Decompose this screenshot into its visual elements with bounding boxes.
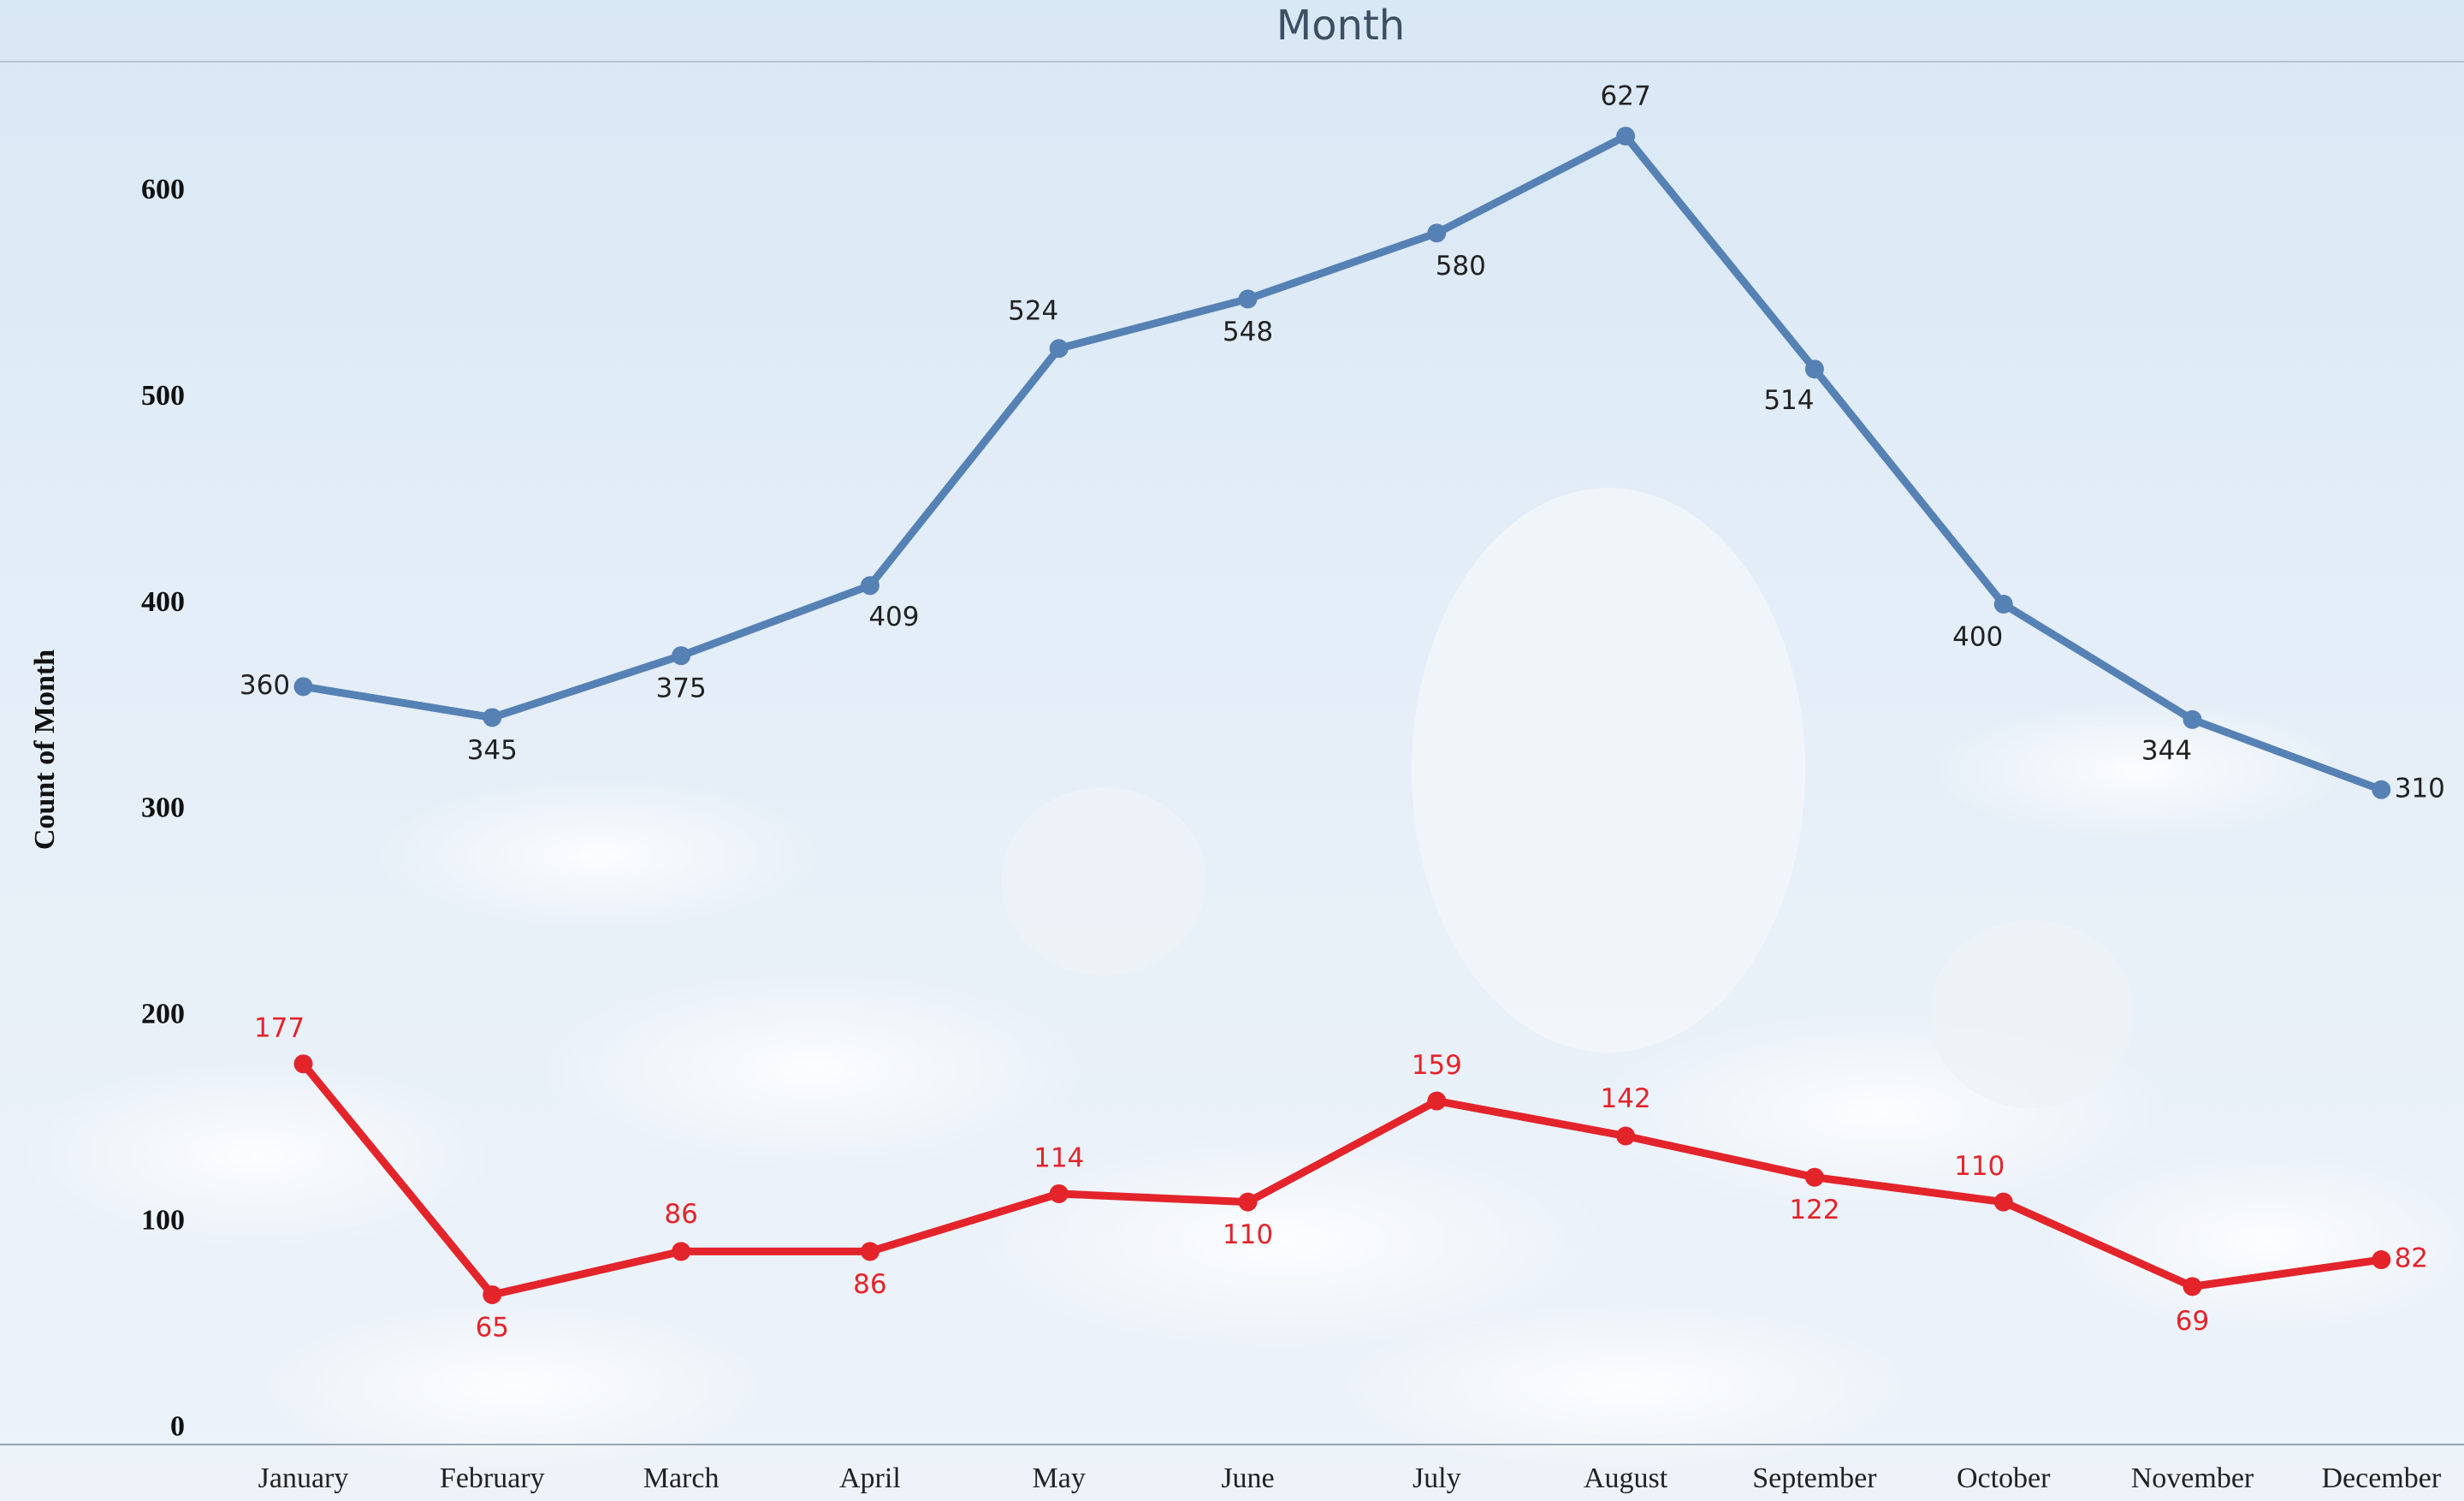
y-tick-label: 200 [141,999,185,1030]
data-label: 142 [1601,1083,1651,1114]
data-label: 344 [2141,735,2192,766]
x-tick-label: March [643,1462,720,1494]
x-tick-label: May [1033,1462,1086,1494]
data-label: 548 [1223,317,1273,347]
data-point [1427,1091,1447,1111]
x-tick-label: February [440,1462,545,1494]
data-label: 177 [254,1013,305,1044]
y-tick-label: 100 [141,1204,185,1236]
data-point [1427,223,1447,243]
data-label: 514 [1763,385,1814,416]
data-point [860,576,880,596]
x-tick-label: October [1957,1462,2051,1494]
data-label: 409 [868,602,919,632]
data-label: 69 [2176,1306,2209,1337]
data-point [2372,1250,2391,1270]
data-point [293,677,313,697]
data-label: 627 [1601,81,1651,112]
x-tick-label: August [1584,1462,1668,1494]
data-point [1616,1126,1636,1146]
y-tick-label: 300 [141,792,185,824]
data-label: 524 [1008,296,1058,327]
x-tick-label: September [1752,1462,1877,1494]
chart-title: Month [1276,2,1405,50]
series-line [299,132,2385,794]
data-label: 110 [1223,1219,1273,1250]
data-point [672,646,691,666]
data-point [1993,1192,2013,1212]
data-point [1804,1167,1824,1187]
x-tick-label: January [258,1462,349,1494]
data-label: 86 [853,1269,886,1300]
data-label: 86 [664,1199,697,1230]
data-label: 310 [2395,773,2445,804]
x-tick-label: December [2321,1462,2441,1494]
x-tick-label: July [1413,1462,1461,1494]
series-line [299,1059,2385,1299]
data-label: 159 [1412,1050,1462,1081]
data-point [672,1242,691,1261]
y-tick-label: 500 [141,380,185,412]
data-label: 375 [656,673,707,704]
y-axis-label: Count of Month [29,650,61,850]
data-point [1238,289,1258,309]
data-point [483,1285,502,1305]
data-point [1993,594,2013,614]
data-point [293,1054,313,1074]
x-tick-label: November [2131,1462,2254,1494]
data-label: 114 [1034,1142,1084,1173]
x-tick-label: April [839,1462,901,1494]
data-point [1238,1192,1258,1212]
data-label: 345 [467,735,518,766]
data-point [2183,709,2202,729]
data-label: 65 [476,1313,509,1344]
data-label: 122 [1789,1195,1839,1225]
data-point [1616,127,1636,146]
y-tick-label: 600 [141,174,185,205]
x-tick-label: June [1221,1462,1274,1494]
data-label: 82 [2395,1243,2428,1274]
data-point [860,1242,880,1261]
data-label: 580 [1436,251,1486,282]
data-label: 110 [1954,1151,2005,1182]
data-point [1804,359,1824,379]
y-tick-label: 0 [170,1410,185,1442]
y-tick-label: 400 [141,586,185,618]
data-point [1049,339,1069,359]
data-label: 400 [1952,621,2003,652]
data-label: 360 [240,670,290,701]
data-point [2183,1277,2202,1296]
data-point [1049,1184,1069,1203]
data-point [2372,780,2391,799]
data-point [483,708,502,727]
